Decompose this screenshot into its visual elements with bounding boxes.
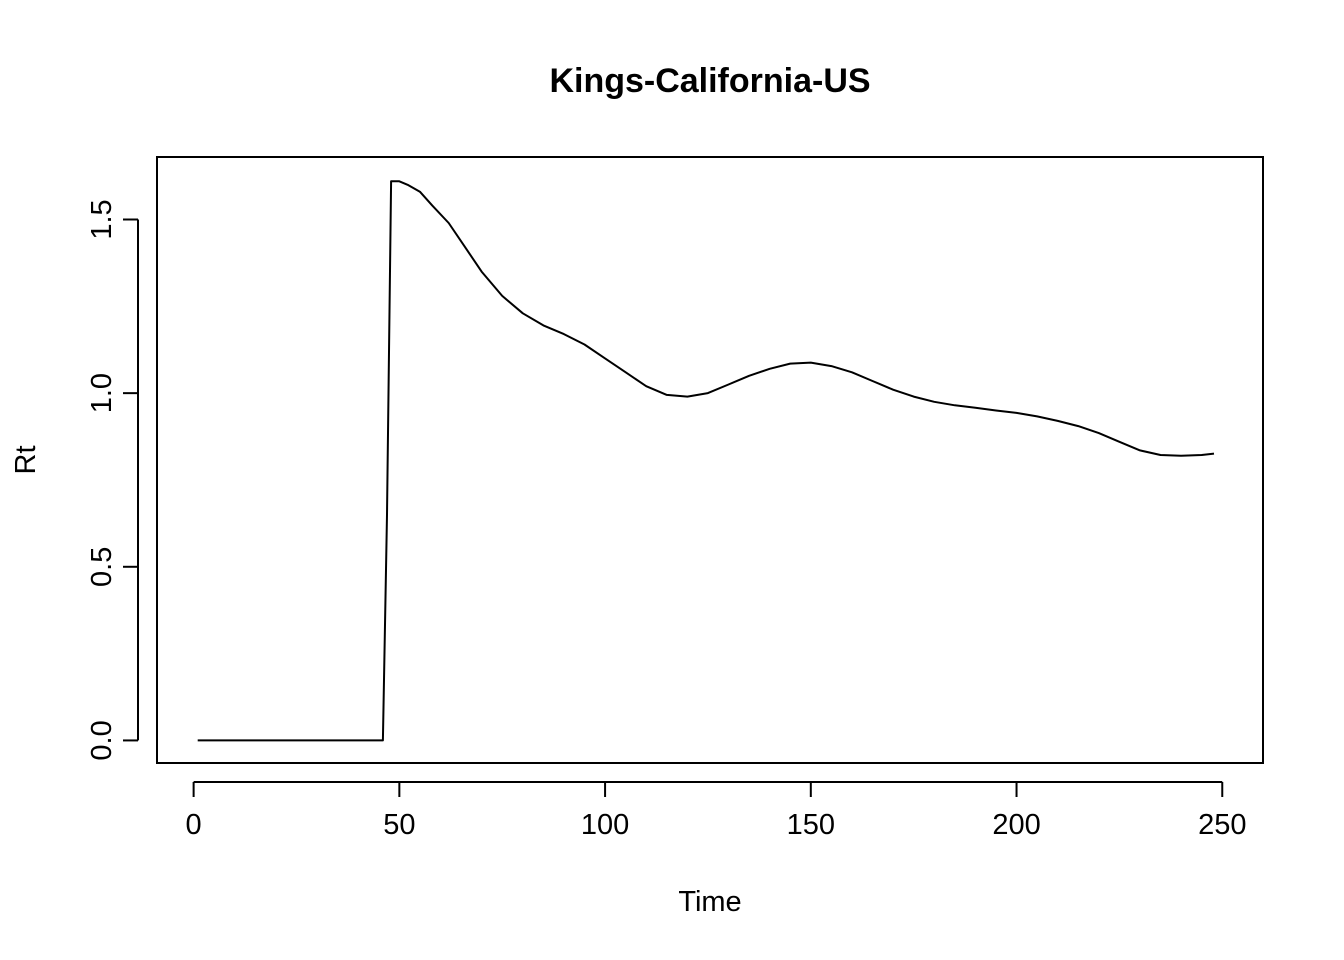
x-tick-label: 250 [1198, 809, 1246, 841]
x-tick-label: 100 [581, 809, 629, 841]
plot-frame [156, 156, 1264, 764]
y-tick-label: 0.0 [86, 720, 118, 760]
x-tick-label: 50 [383, 809, 415, 841]
chart-title: Kings-California-US [549, 62, 870, 100]
y-axis-label: Rt [10, 446, 42, 475]
x-tick-label: 0 [186, 809, 202, 841]
x-axis: 0 50 100 150 200 250 [186, 781, 1246, 841]
x-tick-label: 150 [787, 809, 835, 841]
rt-series-line [197, 180, 1215, 742]
y-tick-label: 0.5 [86, 547, 118, 587]
y-axis: 0.0 0.5 1.0 1.5 [86, 199, 139, 761]
y-tick-label: 1.0 [86, 373, 118, 413]
x-axis-label: Time [678, 886, 741, 918]
x-tick-label: 200 [992, 809, 1040, 841]
y-tick-label: 1.5 [86, 199, 118, 239]
